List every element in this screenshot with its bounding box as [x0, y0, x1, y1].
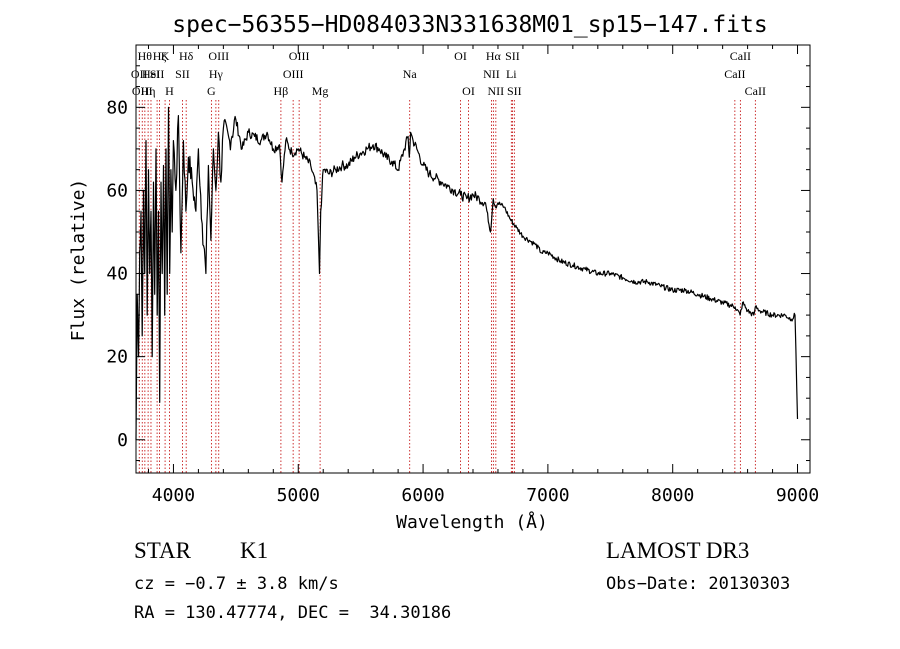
- emission-line-label: HeI: [142, 67, 160, 81]
- y-axis-label: Flux (relative): [68, 179, 89, 342]
- emission-line-label: Hδ: [179, 49, 194, 63]
- observation-date: Obs−Date: 20130303: [606, 574, 791, 594]
- survey-name: LAMOST DR3: [606, 538, 750, 563]
- emission-line-label: OIII: [289, 49, 310, 63]
- emission-lines-layer: [138, 100, 756, 473]
- emission-line-label: G: [207, 84, 216, 98]
- spectrum-series-line: [135, 106, 799, 440]
- axis-ticks: 4000 5000 6000 7000 8000 9000 0 20 40 60 80: [106, 45, 819, 506]
- emission-line-label: SII: [507, 84, 522, 98]
- object-subclass: K1: [240, 538, 269, 563]
- emission-line-label: NII: [488, 84, 505, 98]
- emission-line-label: SII: [175, 67, 190, 81]
- emission-line-label: Mg: [312, 84, 329, 98]
- y-tick-label: 80: [106, 97, 128, 118]
- emission-line-label: SII: [150, 67, 165, 81]
- x-axis-label: Wavelength (Å): [396, 511, 548, 533]
- redshift-cz: cz = −0.7 ± 3.8 km/s: [134, 574, 339, 594]
- emission-line-label: OI: [454, 49, 467, 63]
- ra-dec: RA = 130.47774, DEC = 34.30186: [134, 603, 452, 623]
- x-tick-label: 6000: [401, 485, 444, 506]
- emission-line-label: Li: [506, 67, 517, 81]
- emission-line-label: K: [161, 49, 170, 63]
- y-tick-label: 40: [106, 264, 128, 285]
- emission-line-label: Hη: [141, 84, 156, 98]
- emission-line-label: OII: [131, 67, 148, 81]
- x-tick-label: 5000: [277, 485, 320, 506]
- emission-line-label: OIII: [132, 84, 153, 98]
- emission-line-label: SII: [505, 49, 520, 63]
- emission-line-label: CaII: [724, 67, 745, 81]
- emission-line-label: H: [165, 84, 174, 98]
- y-tick-label: 20: [106, 347, 128, 368]
- emission-line-labels: OIIOIIIHθHηHeISIIHζKHHδSIIGHγOIIIHβOIIIO…: [131, 49, 766, 98]
- x-tick-label: 9000: [776, 485, 819, 506]
- emission-line-label: OIII: [208, 49, 229, 63]
- emission-line-label: Na: [403, 67, 418, 81]
- emission-line-label: OIII: [283, 67, 304, 81]
- y-tick-label: 60: [106, 180, 128, 201]
- emission-line-label: Hβ: [274, 84, 289, 98]
- object-class: STAR: [134, 538, 191, 563]
- x-tick-label: 8000: [651, 485, 694, 506]
- emission-line-label: NII: [483, 67, 500, 81]
- emission-line-label: Hζ: [153, 49, 167, 63]
- emission-line-label: Hγ: [209, 67, 224, 81]
- x-tick-label: 4000: [152, 485, 195, 506]
- plot-frame: [135, 44, 811, 474]
- emission-line-label: Hα: [486, 49, 502, 63]
- emission-line-label: Hθ: [138, 49, 153, 63]
- emission-line-label: CaII: [730, 49, 751, 63]
- x-tick-label: 7000: [526, 485, 569, 506]
- emission-line-label: OI: [462, 84, 475, 98]
- chart-title: spec−56355−HD084033N331638M01_sp15−147.f…: [172, 12, 767, 38]
- y-tick-label: 0: [117, 430, 128, 451]
- emission-line-label: CaII: [745, 84, 766, 98]
